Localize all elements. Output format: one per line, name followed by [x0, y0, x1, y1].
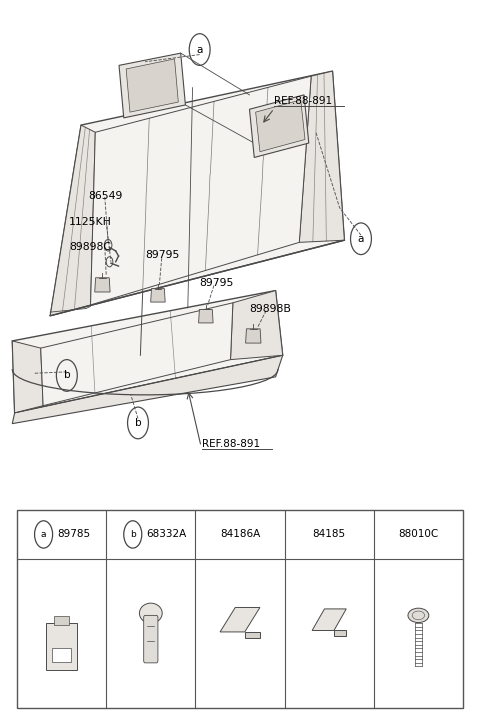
Polygon shape: [91, 76, 311, 305]
Polygon shape: [95, 278, 110, 292]
Polygon shape: [12, 291, 283, 413]
Ellipse shape: [139, 603, 162, 624]
Polygon shape: [151, 289, 165, 302]
Polygon shape: [250, 95, 309, 157]
FancyBboxPatch shape: [54, 616, 69, 625]
Text: 84185: 84185: [312, 529, 346, 539]
Polygon shape: [256, 100, 305, 152]
Ellipse shape: [408, 608, 429, 623]
Polygon shape: [12, 341, 43, 413]
Polygon shape: [41, 303, 233, 406]
Text: REF.88-891: REF.88-891: [274, 96, 332, 106]
Polygon shape: [119, 53, 185, 118]
Polygon shape: [245, 632, 260, 638]
Text: a: a: [41, 530, 47, 539]
Text: a: a: [358, 233, 364, 244]
Text: REF.88-891: REF.88-891: [202, 439, 260, 449]
Text: 89898B: 89898B: [250, 304, 291, 313]
Polygon shape: [126, 59, 179, 112]
Polygon shape: [300, 71, 344, 242]
Text: 89795: 89795: [200, 278, 234, 289]
FancyBboxPatch shape: [46, 623, 77, 670]
Text: b: b: [63, 370, 70, 381]
FancyBboxPatch shape: [52, 647, 71, 662]
Polygon shape: [220, 608, 260, 632]
Text: b: b: [130, 530, 136, 539]
Polygon shape: [230, 291, 283, 360]
Polygon shape: [50, 125, 96, 315]
Polygon shape: [246, 329, 261, 343]
Text: b: b: [135, 418, 141, 428]
Text: 89785: 89785: [57, 529, 90, 539]
Text: 89795: 89795: [145, 249, 180, 260]
FancyBboxPatch shape: [17, 510, 463, 708]
Text: 86549: 86549: [88, 191, 122, 201]
Polygon shape: [334, 631, 346, 637]
Polygon shape: [199, 310, 213, 323]
Text: 88010C: 88010C: [398, 529, 439, 539]
Text: 1125KH: 1125KH: [69, 218, 112, 227]
Text: 84186A: 84186A: [220, 529, 260, 539]
Polygon shape: [50, 71, 344, 315]
Text: 89898C: 89898C: [69, 242, 111, 252]
Text: 68332A: 68332A: [146, 529, 186, 539]
Polygon shape: [12, 355, 283, 423]
Polygon shape: [312, 609, 346, 631]
FancyBboxPatch shape: [144, 616, 158, 663]
Text: a: a: [196, 44, 203, 54]
